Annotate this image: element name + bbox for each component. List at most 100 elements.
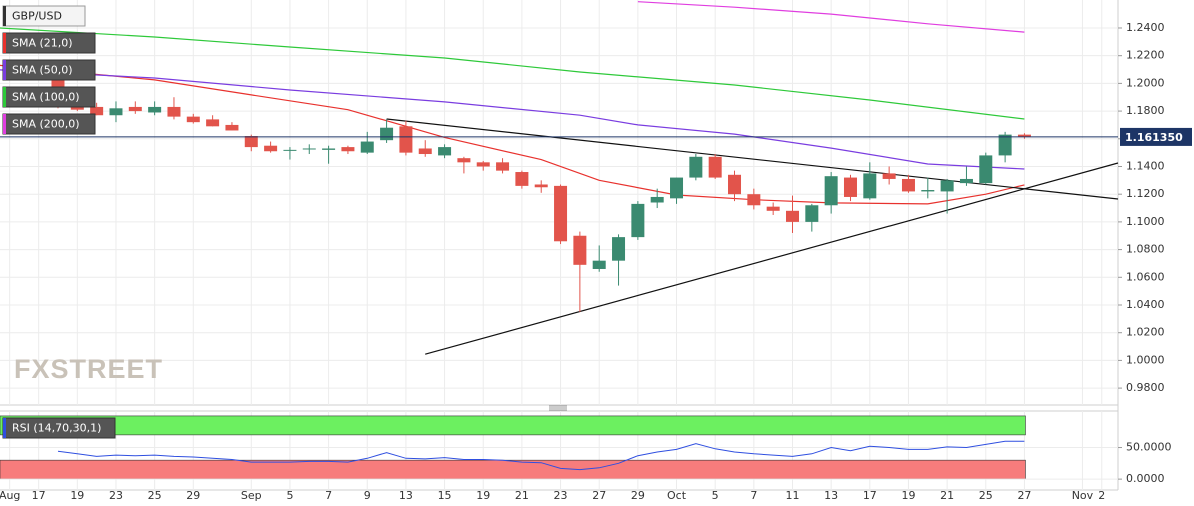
candle-body <box>573 235 587 265</box>
y-tick-label: 1.0400 <box>1126 298 1165 311</box>
candle-body <box>554 185 568 242</box>
candle-body <box>882 173 896 179</box>
y-tick-label: 1.0200 <box>1126 326 1165 339</box>
sma-line <box>637 1 1025 33</box>
y2-tick-label: 0.0000 <box>1126 472 1165 485</box>
candle-body <box>264 145 278 152</box>
x-tick-label: 27 <box>1017 489 1031 502</box>
x-tick-label: 29 <box>186 489 200 502</box>
trend-line <box>386 118 1119 200</box>
y-tick-label: 1.1800 <box>1126 104 1165 117</box>
x-tick-label: 19 <box>70 489 84 502</box>
candle-body <box>940 180 954 192</box>
x-tick-label: 19 <box>901 489 915 502</box>
rsi-band <box>0 459 1026 480</box>
candle-body <box>90 106 104 116</box>
sma-line <box>0 64 1025 205</box>
legend-label: SMA (50,0) <box>12 64 73 77</box>
candle-body <box>515 172 529 186</box>
x-tick-label: 23 <box>109 489 123 502</box>
x-tick-label: 15 <box>438 489 452 502</box>
rsi-line <box>57 440 1025 471</box>
x-tick-label: Nov <box>1072 489 1094 502</box>
legend-swatch <box>3 114 6 134</box>
legend-label: SMA (100,0) <box>12 91 80 104</box>
candle-body <box>302 148 316 150</box>
candle-body <box>785 210 799 222</box>
candle-body <box>476 162 490 167</box>
x-tick-label: 7 <box>750 489 757 502</box>
y-tick-label: 1.1000 <box>1126 215 1165 228</box>
candle-body <box>979 155 993 184</box>
x-tick-label: 9 <box>364 489 371 502</box>
sma-line <box>0 27 1025 120</box>
x-tick-label: 27 <box>592 489 606 502</box>
candle-body <box>148 106 162 113</box>
candle-body <box>399 126 413 153</box>
x-tick-label: 25 <box>979 489 993 502</box>
last-price-label: 1.161350 <box>1125 131 1183 144</box>
candle-body <box>418 148 432 155</box>
legend-swatch <box>3 6 6 26</box>
x-tick-label: 25 <box>148 489 162 502</box>
candle-body <box>186 116 200 123</box>
x-tick-label: 21 <box>515 489 529 502</box>
candle-body <box>341 147 355 152</box>
candle-body <box>225 124 239 131</box>
candle-body <box>70 106 84 110</box>
candle-body <box>534 184 548 188</box>
candle-body <box>921 190 935 192</box>
y-tick-label: 1.1200 <box>1126 187 1165 200</box>
legend-swatch <box>3 60 6 80</box>
x-tick-label: 21 <box>940 489 954 502</box>
last-price-box <box>1120 127 1192 146</box>
y-tick-label: 1.2000 <box>1126 76 1165 89</box>
x-tick-label: 29 <box>631 489 645 502</box>
candle-body <box>1017 134 1031 137</box>
x-tick-label: 17 <box>863 489 877 502</box>
candle-body <box>167 106 181 117</box>
candle-body <box>650 196 664 203</box>
candle-body <box>457 158 471 163</box>
x-tick-label: Aug <box>0 489 20 502</box>
x-tick-label: 11 <box>785 489 799 502</box>
candle-body <box>244 136 258 148</box>
x-tick-label: Oct <box>667 489 687 502</box>
candle-body <box>708 156 722 178</box>
candle-body <box>766 206 780 211</box>
rsi-band <box>0 415 1026 436</box>
candle-body <box>360 141 374 153</box>
candle-body <box>863 173 877 199</box>
legend-swatch <box>3 418 6 438</box>
pane-handle[interactable] <box>549 405 567 411</box>
legend-label: GBP/USD <box>12 10 62 23</box>
candle-body <box>128 106 142 112</box>
candle-body <box>805 205 819 222</box>
candle-body <box>496 162 510 171</box>
legend-label: SMA (200,0) <box>12 118 80 131</box>
y-tick-label: 1.2400 <box>1126 21 1165 34</box>
sma-line <box>0 69 1025 170</box>
x-tick-label: 17 <box>32 489 46 502</box>
y-tick-label: 1.0000 <box>1126 353 1165 366</box>
candle-body <box>689 156 703 178</box>
candle-body <box>824 176 838 206</box>
legend-swatch <box>3 33 6 53</box>
x-tick-label: 19 <box>476 489 490 502</box>
y2-tick-label: 50.0000 <box>1126 441 1172 454</box>
legend-swatch <box>3 87 6 107</box>
x-tick-label: 23 <box>554 489 568 502</box>
trend-line <box>425 162 1119 355</box>
y-tick-label: 1.1400 <box>1126 159 1165 172</box>
candle-body <box>206 119 220 127</box>
x-tick-label: 7 <box>325 489 332 502</box>
x-tick-label: 5 <box>286 489 293 502</box>
candle-body <box>998 134 1012 156</box>
candle-body <box>592 260 606 269</box>
candle-body <box>728 174 742 195</box>
candle-body <box>670 177 684 199</box>
x-tick-label: 5 <box>712 489 719 502</box>
candle-body <box>438 147 452 156</box>
y-tick-label: 0.9800 <box>1126 381 1165 394</box>
